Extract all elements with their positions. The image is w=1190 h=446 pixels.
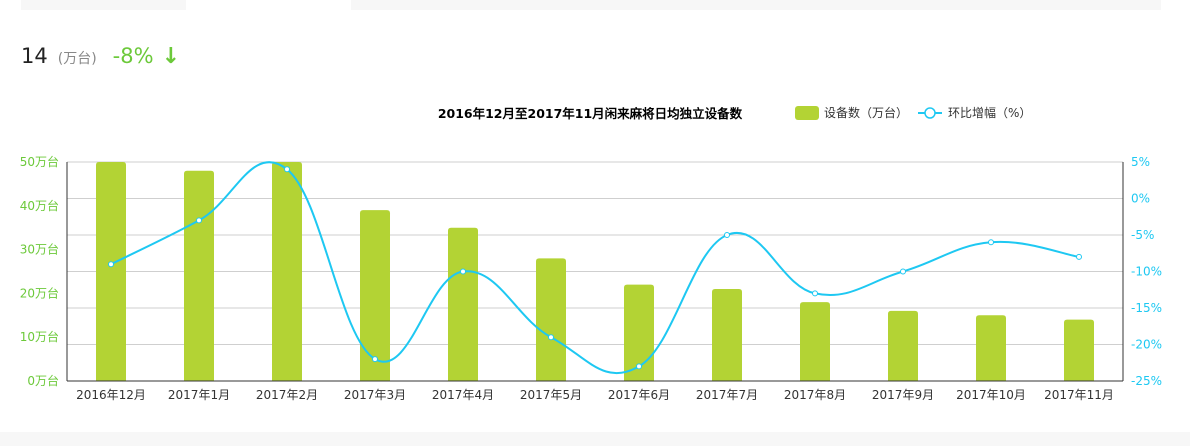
- x-tick-label: 2017年9月: [872, 388, 934, 402]
- bar: [96, 162, 126, 381]
- line-point: [548, 334, 554, 341]
- left-tick-label: 30万台: [20, 242, 59, 257]
- top-tab-left: [21, 0, 186, 10]
- right-tick-label: -10%: [1131, 265, 1162, 279]
- right-tick-label: -25%: [1131, 374, 1162, 388]
- right-tick-label: -5%: [1131, 228, 1154, 242]
- bar: [448, 227, 478, 381]
- right-tick-label: -20%: [1131, 338, 1162, 352]
- right-tick-label: 5%: [1131, 155, 1150, 169]
- x-tick-label: 2017年1月: [168, 388, 230, 402]
- legend-bar-label[interactable]: 设备数（万台）: [824, 105, 908, 120]
- top-tab-right: [351, 0, 1161, 10]
- left-tick-label: 10万台: [20, 329, 59, 344]
- line-point: [1076, 253, 1082, 260]
- bar: [360, 210, 390, 381]
- x-tick-label: 2017年10月: [956, 388, 1026, 402]
- x-tick-label: 2017年4月: [432, 388, 494, 402]
- bar: [272, 162, 302, 381]
- line-point: [988, 239, 994, 246]
- legend-bar-swatch: [795, 106, 819, 120]
- arrow-down-icon: ↓: [161, 44, 181, 69]
- bar: [888, 310, 918, 381]
- right-tick-label: 0%: [1131, 192, 1150, 206]
- summary-change: -8%: [112, 44, 154, 68]
- line-point: [460, 268, 466, 275]
- line-point: [108, 261, 114, 268]
- bar: [184, 170, 214, 381]
- x-tick-label: 2017年6月: [608, 388, 670, 402]
- bar: [976, 315, 1006, 381]
- line-point: [900, 268, 906, 275]
- series-line: [110, 161, 1080, 374]
- left-tick-label: 20万台: [20, 285, 59, 300]
- bar: [712, 289, 742, 381]
- summary: 14 (万台) -8% ↓: [21, 44, 180, 69]
- left-tick-label: 50万台: [20, 154, 59, 169]
- legend[interactable]: 设备数（万台） 环比增幅（%）: [795, 105, 1031, 120]
- right-tick-label: -15%: [1131, 301, 1162, 315]
- line-point: [724, 232, 730, 238]
- legend-line-marker: [924, 107, 936, 119]
- line-point: [284, 166, 290, 173]
- legend-line-label[interactable]: 环比增幅（%）: [948, 105, 1031, 120]
- x-tick-label: 2017年8月: [784, 388, 846, 402]
- bar: [1064, 319, 1094, 381]
- line-point: [372, 356, 378, 363]
- x-tick-label: 2017年7月: [696, 388, 758, 402]
- x-tick-label: 2017年3月: [344, 388, 406, 402]
- bottom-band: [0, 432, 1190, 446]
- bar: [536, 258, 566, 381]
- bar: [800, 302, 830, 381]
- left-tick-label: 40万台: [20, 198, 59, 213]
- line-point: [636, 363, 642, 370]
- x-tick-label: 2017年2月: [256, 388, 318, 402]
- bar: [624, 284, 654, 381]
- x-tick-label: 2016年12月: [76, 388, 146, 402]
- chart-title: 2016年12月至2017年11月闲来麻将日均独立设备数: [438, 106, 743, 121]
- summary-value: 14: [21, 44, 48, 68]
- line-point: [196, 217, 202, 224]
- summary-unit: (万台): [57, 51, 97, 67]
- left-tick-label: 0万台: [27, 373, 59, 388]
- x-tick-label: 2017年11月: [1044, 388, 1114, 402]
- line-point: [812, 290, 818, 297]
- x-tick-label: 2017年5月: [520, 388, 582, 402]
